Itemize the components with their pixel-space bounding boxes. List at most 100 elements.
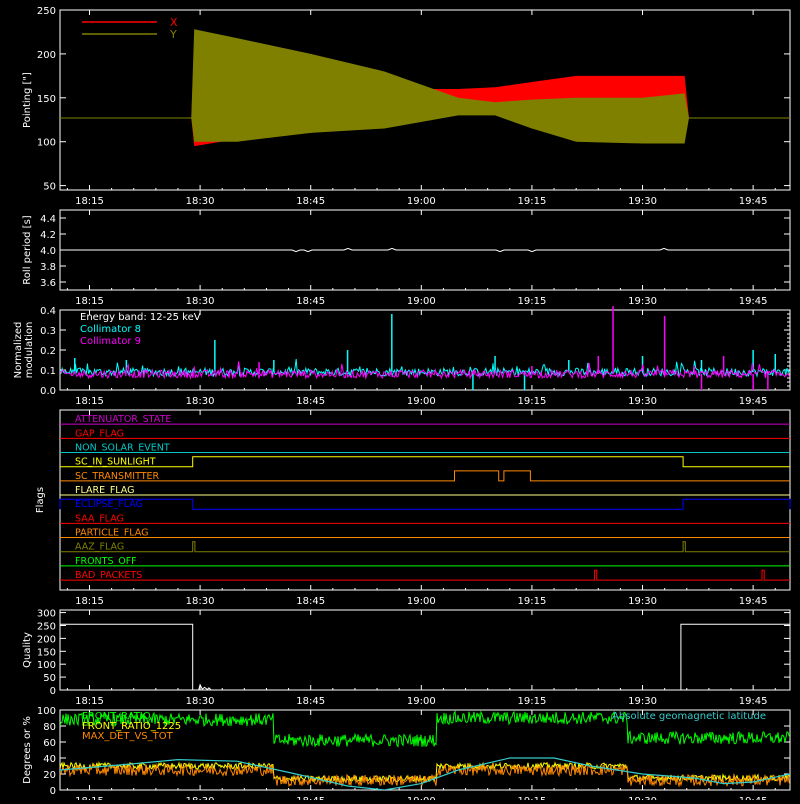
x-tick-label: 18:30 [186, 296, 215, 307]
y-tick-label: 3.6 [40, 278, 56, 289]
legend-title: Energy band: 12-25 keV [80, 312, 201, 323]
flag-label-saa-flag: SAA_FLAG [75, 513, 124, 524]
series-Y-band [60, 29, 790, 144]
flag-line-bad-packets [60, 569, 790, 581]
x-tick-label: 18:45 [296, 796, 325, 800]
x-tick-label: 19:00 [407, 396, 436, 407]
series-geomagnetic-latitude [60, 757, 790, 790]
x-tick-label: 19:30 [628, 596, 657, 607]
y-tick-label: 0 [50, 786, 56, 797]
y-tick-label: 50 [43, 673, 56, 684]
flag-label-particle-flag: PARTICLE_FLAG [75, 528, 148, 539]
x-tick-label: 18:45 [296, 296, 325, 307]
y-tick-label: 60 [43, 738, 56, 749]
flag-line-aaz-flag [60, 541, 790, 553]
y-tick-label: 20 [43, 770, 56, 781]
legend-label-X: X [170, 16, 178, 29]
y-tick-label: 0.3 [40, 326, 56, 337]
x-tick-label: 19:45 [739, 796, 768, 800]
panel-frame [59, 9, 791, 191]
series-max-det-vs-tot [60, 762, 790, 788]
x-tick-label: 19:45 [739, 296, 768, 307]
x-tick-label: 19:00 [407, 296, 436, 307]
x-tick-label: 18:45 [296, 696, 325, 707]
flag-label-eclipse-flag: ECLIPSE_FLAG [75, 499, 143, 510]
legend-label-Collimator-9: Collimator 9 [80, 336, 141, 347]
flag-label-flare-flag: FLARE_FLAG [75, 485, 135, 496]
x-tick-label: 19:45 [739, 596, 768, 607]
flag-line-sc-in-sunlight [60, 456, 790, 468]
modulation-Collimator-9 [60, 361, 790, 380]
y-tick-label: 300 [37, 609, 56, 620]
y-tick-label: 4.2 [40, 230, 56, 241]
y-axis-label: Flags [35, 487, 46, 513]
legend-label-max-det-vs-tot: MAX_DET_VS_TOT [82, 731, 174, 742]
x-tick-label: 19:30 [628, 396, 657, 407]
y-axis-label: Roll period [s] [22, 215, 33, 284]
y-tick-label: 0.0 [40, 386, 56, 397]
x-tick-label: 18:30 [186, 696, 215, 707]
y-tick-label: 0.2 [40, 346, 56, 357]
x-tick-label: 18:30 [186, 196, 215, 207]
flag-label-sc-transmitter: SC_TRANSMITTER [75, 471, 160, 482]
x-tick-label: 18:15 [75, 296, 104, 307]
y-tick-label: 0.4 [40, 306, 56, 317]
y-tick-label: 200 [37, 634, 56, 645]
x-tick-label: 18:30 [186, 796, 215, 800]
x-tick-label: 19:45 [739, 696, 768, 707]
x-tick-label: 19:30 [628, 696, 657, 707]
y-tick-label: 80 [43, 722, 56, 733]
x-tick-label: 18:30 [186, 396, 215, 407]
y-axis-label: Quality [22, 632, 33, 668]
x-tick-label: 18:15 [75, 796, 104, 800]
x-tick-label: 18:30 [186, 596, 215, 607]
ratio-plot [60, 710, 790, 790]
x-tick-label: 18:45 [296, 396, 325, 407]
x-tick-label: 19:00 [407, 596, 436, 607]
x-tick-label: 19:15 [518, 696, 547, 707]
flag-line-eclipse-flag [59, 498, 791, 510]
x-tick-label: 19:00 [407, 196, 436, 207]
x-tick-label: 19:15 [518, 596, 547, 607]
x-tick-label: 19:00 [407, 696, 436, 707]
flag-label-gap-flag: GAP_FLAG [75, 428, 124, 439]
x-tick-label: 19:30 [628, 296, 657, 307]
legend-label-Collimator-8: Collimator 8 [80, 324, 141, 335]
x-tick-label: 18:15 [75, 596, 104, 607]
x-tick-label: 18:45 [296, 596, 325, 607]
legend-label-geomagnetic-latitude: Absolute geomagnetic latitude [612, 711, 766, 722]
y-tick-label: 4.4 [40, 214, 56, 225]
x-tick-label: 19:30 [628, 196, 657, 207]
roll-period-line [60, 247, 788, 253]
legend-label-Y: Y [169, 28, 177, 41]
x-tick-label: 18:45 [296, 196, 325, 207]
y-tick-label: 250 [37, 6, 56, 17]
x-tick-label: 19:30 [628, 796, 657, 800]
flag-line-sc-transmitter [60, 470, 790, 482]
y-tick-label: 3.8 [40, 262, 56, 273]
flag-label-bad-packets: BAD_PACKETS [75, 570, 142, 581]
y-tick-label: 250 [37, 621, 56, 632]
y-tick-label: 50 [43, 182, 56, 193]
y-tick-label: 100 [37, 706, 56, 717]
flag-label-non-solar-event: NON_SOLAR_EVENT [75, 443, 170, 454]
pointing-plot [60, 29, 790, 147]
x-tick-label: 19:45 [739, 396, 768, 407]
legend-label-front-ratio-1225: FRONT_RATIO_1225 [82, 721, 181, 732]
y-tick-label: 4.0 [40, 246, 56, 257]
y-tick-label: 0 [50, 686, 56, 697]
y-tick-label: 100 [37, 660, 56, 671]
x-tick-label: 19:45 [739, 196, 768, 207]
flag-label-aaz-flag: AAZ_FLAG [75, 542, 124, 553]
flag-label-fronts-off: FRONTS_OFF [75, 556, 137, 567]
flag-label-attenuator-state: ATTENUATOR_STATE [75, 414, 171, 425]
x-tick-label: 18:15 [75, 396, 104, 407]
y-axis-label: Pointing ["] [22, 72, 33, 128]
y-tick-label: 150 [37, 94, 56, 105]
series-front-ratio [60, 710, 790, 748]
panel-frame [59, 409, 791, 591]
y-tick-label: 40 [43, 754, 56, 765]
y-axis-label: Normalized [13, 322, 24, 379]
